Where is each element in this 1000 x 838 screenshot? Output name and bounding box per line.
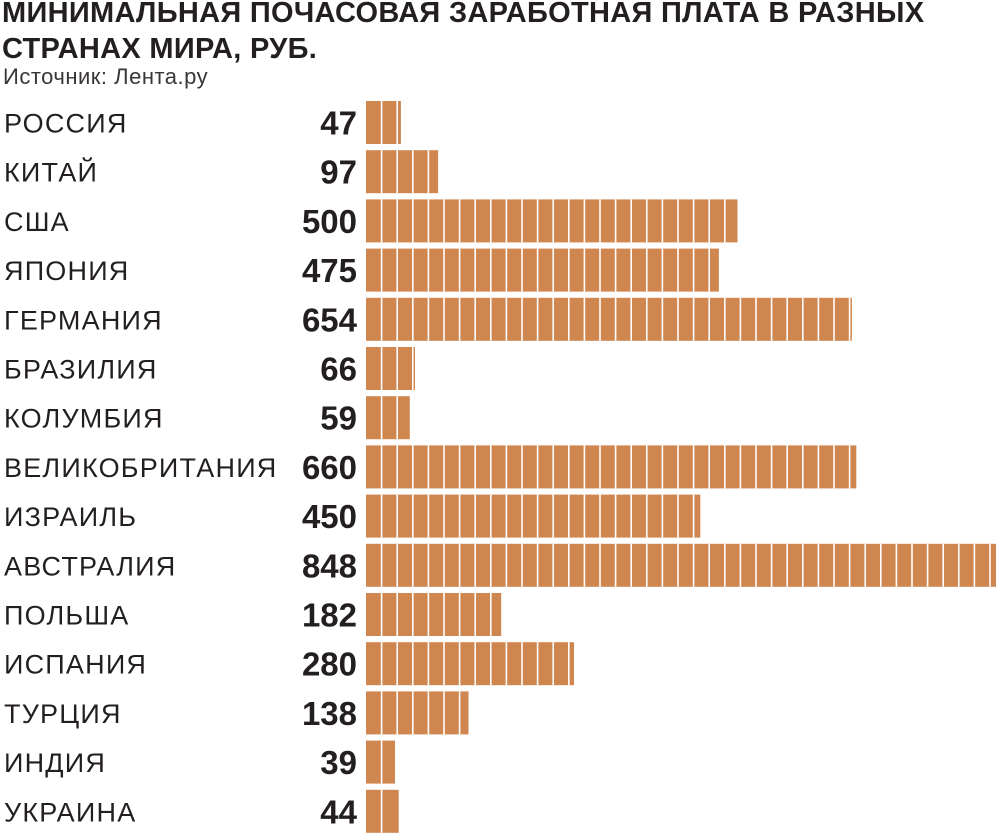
- bar: [366, 593, 502, 636]
- value-label: 475: [302, 252, 357, 289]
- bar-segments: [380, 494, 695, 538]
- category-label: США: [4, 207, 70, 237]
- bar-row: ГЕРМАНИЯ 654: [4, 297, 852, 341]
- bar-row: ЯПОНИЯ 475: [4, 248, 719, 292]
- bar: [366, 199, 738, 243]
- bar-segments: [380, 543, 991, 587]
- value-label: 97: [320, 154, 357, 191]
- value-label: 138: [302, 695, 357, 732]
- bar-row: ТУРЦИЯ 138: [4, 691, 469, 735]
- category-label: ИСПАНИЯ: [4, 650, 147, 680]
- value-label: 66: [320, 351, 357, 388]
- value-label: 182: [302, 597, 357, 634]
- bar-row: ИНДИЯ 39: [4, 740, 395, 784]
- bar: [366, 691, 469, 735]
- bar: [366, 347, 415, 390]
- category-label: КИТАЙ: [4, 157, 98, 188]
- bar-segments: [380, 297, 851, 341]
- bar: [366, 642, 574, 686]
- bar-segments: [380, 248, 711, 292]
- value-label: 47: [320, 105, 357, 142]
- bar-segments: [380, 642, 570, 686]
- bar-row: ПОЛЬША 182: [4, 593, 502, 636]
- bar-segments: [380, 347, 414, 390]
- category-label: ЯПОНИЯ: [4, 256, 130, 286]
- category-label: ПОЛЬША: [4, 601, 130, 631]
- category-label: ИНДИЯ: [4, 748, 106, 778]
- bar-segments: [380, 396, 399, 440]
- value-label: 450: [302, 498, 357, 535]
- bar-row: ИСПАНИЯ 280: [4, 642, 574, 686]
- bar-row: РОССИЯ 47: [4, 101, 401, 144]
- category-label: КОЛУМБИЯ: [4, 404, 164, 434]
- bar-segments: [380, 691, 461, 735]
- category-label: АВСТРАЛИЯ: [4, 551, 176, 581]
- bar-segments: [380, 101, 399, 144]
- bar: [366, 297, 852, 341]
- category-label: УКРАИНА: [4, 797, 136, 827]
- bar-row: УКРАИНА 44: [4, 789, 399, 833]
- category-label: БРАЗИЛИЯ: [4, 355, 158, 385]
- bar-segments: [380, 150, 430, 194]
- bar-segments: [380, 593, 492, 636]
- bar: [366, 248, 719, 292]
- category-label: ТУРЦИЯ: [4, 699, 122, 729]
- chart-title: МИНИМАЛЬНАЯ ПОЧАСОВАЯ ЗАРАБОТНАЯ ПЛАТА В…: [2, 0, 925, 65]
- bar-row: АВСТРАЛИЯ 848: [4, 543, 996, 587]
- category-label: ИЗРАИЛЬ: [4, 502, 137, 532]
- category-label: РОССИЯ: [4, 109, 128, 139]
- bar-segments: [380, 445, 851, 489]
- bar-row: США 500: [4, 199, 738, 243]
- value-label: 59: [320, 400, 357, 437]
- category-label: ВЕЛИКОБРИТАНИЯ: [4, 453, 278, 483]
- bar: [366, 101, 401, 144]
- bar-segments: [380, 199, 726, 243]
- bar: [366, 494, 701, 538]
- bar-row: КИТАЙ 97: [4, 150, 439, 194]
- value-label: 39: [320, 744, 357, 781]
- bar: [366, 445, 857, 489]
- bar-row: БРАЗИЛИЯ 66: [4, 347, 415, 390]
- value-label: 280: [302, 646, 357, 683]
- value-label: 654: [302, 301, 358, 338]
- bar: [366, 396, 410, 440]
- bar-row: ВЕЛИКОБРИТАНИЯ 660: [4, 445, 857, 489]
- bar: [366, 740, 395, 784]
- bar-row: КОЛУМБИЯ 59: [4, 396, 410, 440]
- bar-row: ИЗРАИЛЬ 450: [4, 494, 701, 538]
- value-label: 500: [302, 203, 357, 240]
- value-label: 44: [320, 793, 357, 830]
- bar: [366, 543, 996, 587]
- source-note: Источник: Лента.ру: [3, 64, 209, 89]
- category-label: ГЕРМАНИЯ: [4, 305, 163, 335]
- value-label: 660: [302, 449, 357, 486]
- value-label: 848: [302, 547, 357, 584]
- bar: [366, 150, 439, 194]
